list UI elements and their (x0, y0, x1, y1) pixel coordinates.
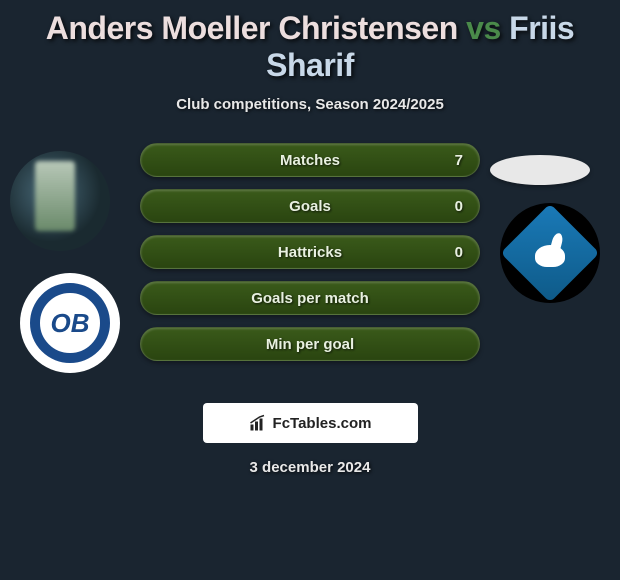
swan-icon (530, 233, 570, 273)
player-a-club-badge: OB (20, 273, 120, 373)
subtitle: Club competitions, Season 2024/2025 (0, 96, 620, 113)
player-a-avatar (10, 151, 110, 251)
hb-diamond-icon (501, 204, 600, 303)
stat-value-right: 7 (455, 152, 463, 169)
stat-row-matches: Matches 7 (140, 143, 480, 177)
comparison-card: Anders Moeller Christensen vs Friis Shar… (0, 0, 620, 450)
page-title: Anders Moeller Christensen vs Friis Shar… (0, 0, 620, 84)
stat-label: Hattricks (278, 244, 342, 261)
stat-label: Goals per match (251, 290, 369, 307)
player-a-name: Anders Moeller Christensen (46, 10, 458, 46)
stat-value-right: 0 (455, 244, 463, 261)
attribution-badge[interactable]: FcTables.com (203, 403, 418, 443)
attribution-text: FcTables.com (273, 415, 372, 432)
ob-badge-icon: OB (30, 283, 110, 363)
bar-chart-icon (249, 414, 267, 432)
stats-area: OB Matches 7 Goals 0 Hattricks 0 Goal (0, 143, 620, 393)
vs-separator: vs (466, 10, 501, 46)
stat-label: Goals (289, 198, 331, 215)
stat-row-goals: Goals 0 (140, 189, 480, 223)
stat-row-goals-per-match: Goals per match (140, 281, 480, 315)
stat-row-hattricks: Hattricks 0 (140, 235, 480, 269)
player-b-avatar (490, 155, 590, 185)
stat-label: Matches (280, 152, 340, 169)
stat-value-right: 0 (455, 198, 463, 215)
stat-rows: Matches 7 Goals 0 Hattricks 0 Goals per … (140, 143, 480, 373)
player-b-club-badge (500, 203, 600, 303)
date-label: 3 december 2024 (0, 459, 620, 476)
ob-badge-text: OB (51, 308, 90, 339)
stat-row-min-per-goal: Min per goal (140, 327, 480, 361)
stat-label: Min per goal (266, 336, 354, 353)
